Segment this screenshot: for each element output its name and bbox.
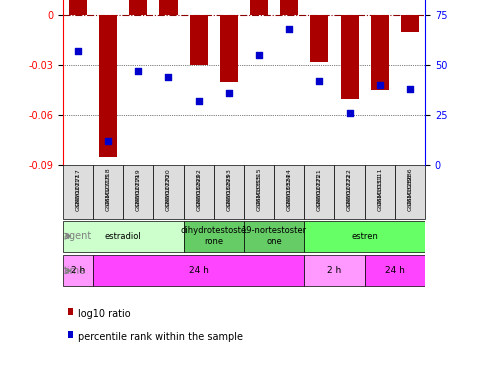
Point [134,68,142,74]
Text: 19-nortestoster
one: 19-nortestoster one [242,227,307,246]
Point [346,110,354,116]
Text: GSM103111: GSM103111 [377,168,382,205]
FancyBboxPatch shape [184,220,244,252]
Point [285,26,293,32]
Bar [159,0,178,15]
Text: GSM103286: GSM103286 [408,168,412,205]
Text: GSM103324: GSM103324 [287,168,292,206]
Text: time: time [63,266,85,276]
FancyBboxPatch shape [365,165,395,219]
FancyBboxPatch shape [334,165,365,219]
Bar [69,0,87,15]
FancyBboxPatch shape [63,220,184,252]
Bar [99,15,117,157]
Point [165,74,172,80]
Text: GSM103324: GSM103324 [287,173,292,211]
Bar [220,15,238,82]
Text: log10 ratio: log10 ratio [78,309,131,319]
Bar [371,15,389,90]
Text: 2 h: 2 h [327,266,341,275]
FancyBboxPatch shape [63,165,93,219]
Text: 24 h: 24 h [385,266,405,275]
Point [225,90,233,96]
FancyBboxPatch shape [304,165,334,219]
Point [74,48,82,55]
Text: GSM103286: GSM103286 [408,173,412,211]
FancyBboxPatch shape [63,255,93,286]
Text: GSM103315: GSM103315 [256,173,261,211]
Text: GSM103293: GSM103293 [227,168,231,206]
Point [255,52,263,58]
Text: GSM102722: GSM102722 [347,173,352,211]
FancyBboxPatch shape [154,165,184,219]
Text: estren: estren [351,232,378,241]
Text: GSM102718: GSM102718 [106,168,111,205]
Point [376,82,384,88]
Text: GSM103315: GSM103315 [256,168,261,205]
Text: GSM102722: GSM102722 [347,168,352,206]
Bar [129,0,147,15]
Text: GSM102717: GSM102717 [75,173,80,211]
Text: estradiol: estradiol [105,232,142,241]
Bar [401,15,419,32]
Text: GSM103292: GSM103292 [196,173,201,211]
FancyBboxPatch shape [274,165,304,219]
Bar [280,0,298,15]
Text: GSM103292: GSM103292 [196,168,201,206]
Point [104,138,112,144]
Text: GSM103293: GSM103293 [227,173,231,211]
FancyBboxPatch shape [395,165,425,219]
FancyBboxPatch shape [244,220,304,252]
FancyBboxPatch shape [304,220,425,252]
Text: percentile rank within the sample: percentile rank within the sample [78,332,243,342]
Bar [250,0,268,15]
Point [315,78,323,84]
Text: GSM103111: GSM103111 [377,173,382,211]
FancyBboxPatch shape [213,165,244,219]
FancyBboxPatch shape [304,255,365,286]
Bar [341,15,358,99]
FancyBboxPatch shape [184,165,213,219]
FancyBboxPatch shape [365,255,425,286]
Text: GSM102720: GSM102720 [166,173,171,211]
FancyBboxPatch shape [93,255,304,286]
Text: 2 h: 2 h [71,266,85,275]
Text: GSM102719: GSM102719 [136,168,141,205]
Point [195,98,202,104]
Text: GSM102717: GSM102717 [75,168,80,205]
Text: 24 h: 24 h [189,266,209,275]
FancyBboxPatch shape [244,165,274,219]
Bar [189,15,208,65]
Text: GSM102718: GSM102718 [106,173,111,211]
Text: agent: agent [63,231,92,241]
FancyBboxPatch shape [123,165,154,219]
FancyBboxPatch shape [93,165,123,219]
Text: dihydrotestoste
rone: dihydrotestoste rone [181,227,247,246]
Text: GSM102721: GSM102721 [317,173,322,211]
Point [406,86,414,92]
Text: GSM102720: GSM102720 [166,168,171,205]
Bar [311,15,328,62]
Text: GSM102719: GSM102719 [136,173,141,211]
Text: GSM102721: GSM102721 [317,168,322,205]
